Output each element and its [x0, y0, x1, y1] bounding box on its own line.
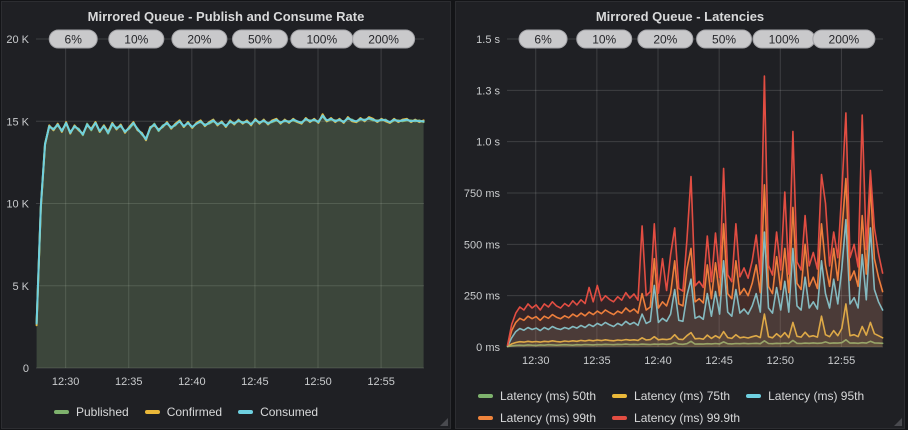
- legend-label: Latency (ms) 99th: [500, 411, 597, 425]
- series-line: [506, 218, 884, 347]
- annotation-pill-label: 6%: [534, 33, 552, 47]
- x-tick-label: 12:30: [52, 376, 80, 388]
- annotation-pill[interactable]: [231, 29, 288, 49]
- legend-swatch: [612, 416, 628, 420]
- y-tick-label: 1.0 s: [476, 137, 500, 149]
- x-tick-label: 12:40: [644, 355, 672, 367]
- annotation-pill[interactable]: [48, 29, 98, 49]
- legend-swatch: [144, 410, 160, 414]
- legend-item-published[interactable]: Published: [54, 405, 129, 419]
- legend-label: Published: [76, 405, 129, 419]
- annotation-pill-label: 50%: [248, 33, 272, 47]
- legend-item-latency-ms-50th[interactable]: Latency (ms) 50th: [478, 389, 596, 403]
- x-tick-label: 12:50: [304, 376, 332, 388]
- annotation-pill[interactable]: [352, 29, 416, 49]
- annotation-pill[interactable]: [518, 29, 568, 49]
- y-tick-label: 250 ms: [464, 291, 501, 303]
- annotation-pill[interactable]: [812, 29, 876, 49]
- legend-item-latency-ms-99.9th[interactable]: Latency (ms) 99.9th: [612, 411, 740, 425]
- annotation-pill-label: 50%: [712, 33, 736, 47]
- annotation-pill-label: 20%: [653, 33, 677, 47]
- legend-swatch: [54, 410, 69, 414]
- panel-resize-handle[interactable]: [894, 418, 902, 426]
- series-fill: [507, 219, 883, 347]
- y-tick-label: 5 K: [12, 281, 29, 293]
- panel-resize-handle[interactable]: [440, 418, 448, 426]
- series-fill: [507, 178, 883, 347]
- series-line: [35, 114, 425, 325]
- legend-label: Latency (ms) 95th: [768, 389, 865, 403]
- annotation-pill-label: 100%: [769, 33, 800, 47]
- latency-chart: 12:30 12:35 12:40 12:45 12:50 12:55 0 ms 250 ms…: [464, 29, 884, 367]
- panel-title[interactable]: Mirrored Queue - Publish and Consume Rat…: [87, 9, 365, 24]
- x-tick-label: 12:35: [115, 376, 143, 388]
- annotation-pill[interactable]: [576, 29, 633, 49]
- y-tick-label: 750 ms: [464, 188, 501, 200]
- legend-swatch: [478, 394, 493, 398]
- legend-item-consumed[interactable]: Consumed: [238, 405, 318, 419]
- series-fill: [507, 303, 883, 347]
- y-tick-label: 0: [23, 363, 29, 375]
- y-tick-label: 0 ms: [476, 342, 500, 354]
- annotation-pill-label: 100%: [306, 33, 337, 47]
- y-tick-label: 500 ms: [464, 239, 501, 251]
- annotation-pill-label: 10%: [592, 33, 616, 47]
- series-fill: [36, 114, 424, 368]
- legend-label: Latency (ms) 75th: [634, 389, 731, 403]
- legend-item-latency-ms-99th[interactable]: Latency (ms) 99th: [478, 411, 596, 425]
- series-line: [506, 303, 884, 348]
- x-tick-label: 12:50: [767, 355, 795, 367]
- x-tick-label: 12:35: [583, 355, 611, 367]
- series-line: [506, 177, 884, 347]
- legend-swatch: [478, 416, 493, 420]
- x-tick-label: 12:30: [522, 355, 550, 367]
- annotation-pill-label: 200%: [368, 33, 399, 47]
- annotation-pill[interactable]: [108, 29, 165, 49]
- series-line: [506, 338, 884, 348]
- annotation-pill[interactable]: [637, 29, 694, 49]
- legend-label: Consumed: [260, 405, 319, 419]
- legend-item-confirmed[interactable]: Confirmed: [144, 405, 223, 419]
- annotation-pill-label: 10%: [124, 33, 148, 47]
- legend: Latency (ms) 50th Latency (ms) 75th Latenc…: [478, 389, 908, 430]
- legend-item-latency-ms-95th[interactable]: Latency (ms) 95th: [746, 389, 864, 403]
- annotation-pill-label: 20%: [187, 33, 211, 47]
- legend-swatch: [746, 394, 762, 398]
- panel-latencies: Mirrored Queue - Latencies 12:30 12:35 12:…: [455, 1, 905, 429]
- y-tick-label: 1.3 s: [476, 85, 500, 97]
- legend-swatch: [238, 410, 254, 414]
- annotation-pill[interactable]: [171, 29, 228, 49]
- x-tick-label: 12:40: [178, 376, 206, 388]
- series-fill: [507, 76, 883, 347]
- y-tick-label: 20 K: [6, 34, 29, 46]
- annotation-pill[interactable]: [696, 29, 753, 49]
- series-fill: [36, 115, 424, 368]
- series-line: [506, 75, 884, 346]
- legend-item-latency-ms-75th[interactable]: Latency (ms) 75th: [612, 389, 730, 403]
- y-tick-label: 1.5 s: [476, 34, 500, 46]
- y-tick-label: 10 K: [6, 199, 29, 211]
- rate-chart: 12:30 12:35 12:40 12:45 12:50 12:55 0 5 K 10 K 15…: [6, 29, 425, 388]
- legend-label: Latency (ms) 99.9th: [634, 411, 741, 425]
- annotation-pill-label: 6%: [65, 33, 83, 47]
- legend: Published Confirmed Consumed: [54, 405, 444, 427]
- x-tick-label: 12:55: [828, 355, 856, 367]
- legend-swatch: [612, 394, 628, 398]
- panel-title[interactable]: Mirrored Queue - Latencies: [595, 9, 765, 24]
- annotation-pill-label: 200%: [829, 33, 860, 47]
- legend-label: Latency (ms) 50th: [500, 389, 597, 403]
- x-tick-label: 12:45: [705, 355, 733, 367]
- legend-label: Confirmed: [166, 405, 223, 419]
- series-fill: [36, 116, 424, 368]
- x-tick-label: 12:45: [241, 376, 269, 388]
- y-tick-label: 15 K: [6, 116, 29, 128]
- x-tick-label: 12:55: [367, 376, 395, 388]
- panel-publish-consume-rate: Mirrored Queue - Publish and Consume Rat…: [1, 1, 451, 429]
